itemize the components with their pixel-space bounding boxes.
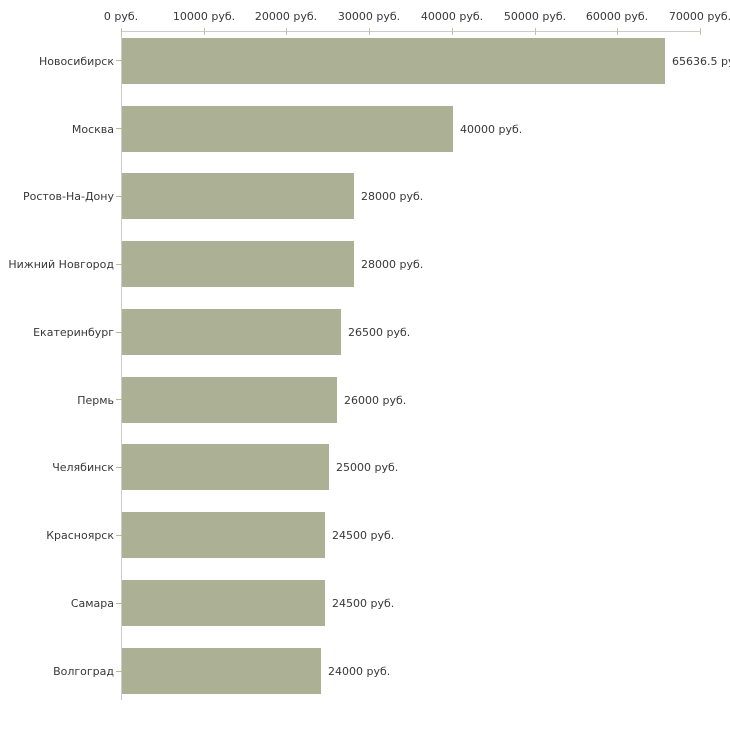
- bar: [122, 648, 321, 694]
- x-axis-tick: [369, 28, 370, 35]
- x-axis-tick-label: 40000 руб.: [420, 10, 484, 23]
- x-axis-tick-label: 30000 руб.: [337, 10, 401, 23]
- bar: [122, 173, 354, 219]
- bar: [122, 377, 337, 423]
- category-label: Самара: [70, 596, 114, 610]
- x-axis-line: [121, 31, 701, 32]
- x-axis-tick: [286, 28, 287, 35]
- x-axis-tick-label: 70000 руб.: [668, 10, 730, 23]
- category-tick: [116, 128, 122, 129]
- x-axis-tick-label: 60000 руб.: [585, 10, 649, 23]
- value-label: 28000 руб.: [361, 189, 424, 203]
- bar: [122, 241, 354, 287]
- x-axis-tick-label: 0 руб.: [103, 10, 139, 23]
- value-label: 24500 руб.: [332, 528, 395, 542]
- category-label: Нижний Новгород: [8, 257, 114, 271]
- bar: [122, 444, 329, 490]
- value-label: 24500 руб.: [332, 596, 395, 610]
- value-label: 40000 руб.: [460, 122, 523, 136]
- x-axis-tick: [121, 28, 122, 35]
- x-axis-tick-label: 50000 руб.: [503, 10, 567, 23]
- category-label: Волгоград: [53, 664, 114, 678]
- category-tick: [116, 467, 122, 468]
- value-label: 26500 руб.: [348, 325, 411, 339]
- bar: [122, 309, 341, 355]
- bar: [122, 38, 665, 84]
- category-tick: [116, 671, 122, 672]
- x-axis-tick: [452, 28, 453, 35]
- value-label: 24000 руб.: [328, 664, 391, 678]
- x-axis-tick: [535, 28, 536, 35]
- category-tick: [116, 399, 122, 400]
- y-axis-line: [121, 31, 122, 700]
- bar: [122, 580, 325, 626]
- bar: [122, 106, 453, 152]
- category-tick: [116, 332, 122, 333]
- bar: [122, 512, 325, 558]
- category-tick: [116, 196, 122, 197]
- category-tick: [116, 535, 122, 536]
- x-axis-tick-label: 20000 руб.: [254, 10, 318, 23]
- value-label: 28000 руб.: [361, 257, 424, 271]
- value-label: 65636.5 руб.: [672, 54, 730, 68]
- category-tick: [116, 264, 122, 265]
- value-label: 25000 руб.: [336, 460, 399, 474]
- category-label: Екатеринбург: [33, 325, 114, 339]
- x-axis-tick: [700, 28, 701, 35]
- category-tick: [116, 60, 122, 61]
- category-label: Ростов-На-Дону: [22, 189, 114, 203]
- value-label: 26000 руб.: [344, 393, 407, 407]
- x-axis-tick: [617, 28, 618, 35]
- x-axis-tick-label: 10000 руб.: [172, 10, 236, 23]
- category-label: Москва: [71, 122, 114, 136]
- category-label: Пермь: [77, 393, 114, 407]
- category-label: Красноярск: [46, 528, 114, 542]
- x-axis-tick: [204, 28, 205, 35]
- category-tick: [116, 603, 122, 604]
- category-label: Челябинск: [52, 460, 114, 474]
- category-label: Новосибирск: [38, 54, 114, 68]
